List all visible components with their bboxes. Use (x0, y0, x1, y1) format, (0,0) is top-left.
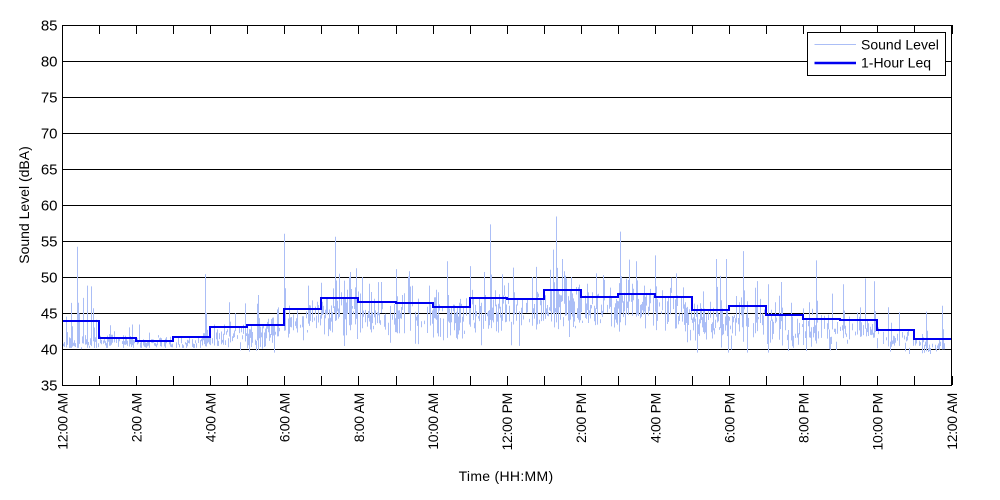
svg-text:50: 50 (41, 269, 58, 286)
svg-text:Sound Level: Sound Level (861, 37, 939, 53)
svg-text:Time (HH:MM): Time (HH:MM) (459, 468, 554, 484)
svg-text:1-Hour Leq: 1-Hour Leq (861, 55, 931, 71)
svg-text:55: 55 (41, 233, 58, 250)
svg-text:60: 60 (41, 197, 58, 214)
svg-text:75: 75 (41, 89, 58, 106)
svg-text:6:00 AM: 6:00 AM (277, 393, 293, 442)
svg-text:12:00 AM: 12:00 AM (54, 393, 70, 450)
svg-text:70: 70 (41, 125, 58, 142)
svg-text:80: 80 (41, 53, 58, 70)
svg-text:8:00 AM: 8:00 AM (351, 393, 367, 442)
svg-text:45: 45 (41, 305, 58, 322)
svg-text:85: 85 (41, 17, 58, 34)
svg-text:4:00 AM: 4:00 AM (203, 393, 219, 442)
svg-text:Sound Level (dBA): Sound Level (dBA) (16, 146, 32, 264)
svg-text:4:00 PM: 4:00 PM (647, 393, 663, 443)
svg-text:8:00 PM: 8:00 PM (796, 393, 812, 443)
svg-text:12:00 PM: 12:00 PM (499, 393, 515, 451)
svg-text:2:00 AM: 2:00 AM (128, 393, 144, 442)
svg-text:10:00 AM: 10:00 AM (425, 393, 441, 450)
svg-text:12:00 AM: 12:00 AM (944, 393, 960, 450)
svg-text:10:00 PM: 10:00 PM (870, 393, 886, 451)
svg-text:40: 40 (41, 341, 58, 358)
svg-text:2:00 PM: 2:00 PM (573, 393, 589, 443)
svg-text:35: 35 (41, 377, 58, 394)
svg-text:6:00 PM: 6:00 PM (721, 393, 737, 443)
svg-text:65: 65 (41, 161, 58, 178)
